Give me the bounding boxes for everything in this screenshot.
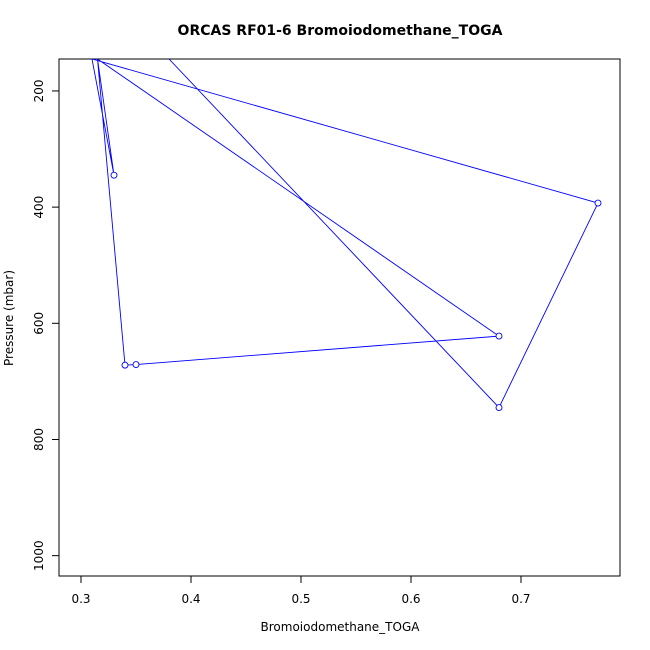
y-tick-label: 200 xyxy=(32,79,46,102)
y-axis: 200 400 600 800 1000 xyxy=(32,79,59,571)
x-tick-label: 0.4 xyxy=(181,592,200,606)
y-tick-label: 600 xyxy=(32,312,46,335)
data-point xyxy=(495,332,503,340)
data-point xyxy=(132,361,140,369)
data-point xyxy=(121,361,129,369)
y-axis-label: Pressure (mbar) xyxy=(2,270,16,366)
x-tick-label: 0.7 xyxy=(511,592,530,606)
data-point xyxy=(110,171,118,179)
y-tick-label: 800 xyxy=(32,428,46,451)
y-tick-label: 400 xyxy=(32,196,46,219)
chart-title: ORCAS RF01-6 Bromoiodomethane_TOGA xyxy=(178,23,503,39)
y-tick-label: 1000 xyxy=(32,540,46,571)
data-point xyxy=(495,404,503,411)
x-tick-label: 0.6 xyxy=(401,592,420,606)
x-axis-label: Bromoiodomethane_TOGA xyxy=(261,620,421,634)
plot-frame xyxy=(58,58,621,577)
x-tick-label: 0.3 xyxy=(71,592,90,606)
plot-area xyxy=(91,59,602,411)
series-line xyxy=(91,59,599,409)
x-tick-label: 0.5 xyxy=(291,592,310,606)
x-axis: 0.3 0.4 0.5 0.6 0.7 xyxy=(71,576,531,606)
data-point xyxy=(594,199,602,207)
